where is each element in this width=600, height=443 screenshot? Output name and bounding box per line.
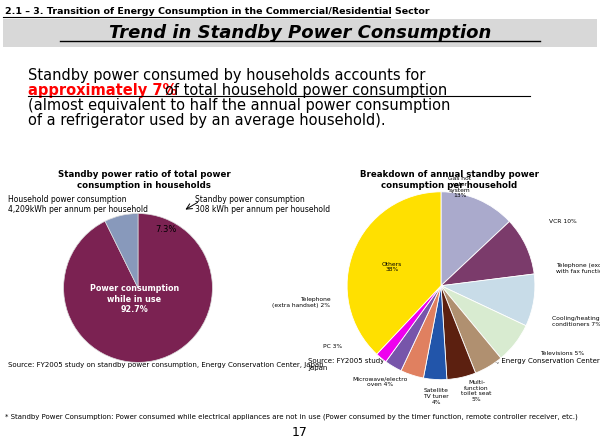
Bar (3, 51, 597, 163)
Text: of a refrigerator used by an average household).: of a refrigerator used by an average hou… (28, 113, 386, 128)
Wedge shape (64, 214, 212, 362)
Text: VCR 10%: VCR 10% (549, 219, 577, 224)
Bar (3, 168, 597, 408)
Text: Household power consumption
4,209kWh per annum per household: Household power consumption 4,209kWh per… (8, 195, 148, 214)
Wedge shape (347, 192, 441, 354)
Text: Microwave/electro
oven 4%: Microwave/electro oven 4% (352, 376, 407, 387)
Text: Standby power consumed by households accounts for: Standby power consumed by households acc… (28, 67, 425, 82)
Text: (almost equivalent to half the annual power consumption: (almost equivalent to half the annual po… (28, 97, 451, 113)
Text: Telephone (excl. units
with fax function) 9%: Telephone (excl. units with fax function… (556, 264, 600, 274)
Text: Others
38%: Others 38% (382, 261, 402, 272)
Wedge shape (105, 214, 138, 288)
Text: of total household power consumption: of total household power consumption (165, 82, 447, 97)
Wedge shape (441, 192, 509, 286)
Text: Power consumption
while in use
92.7%: Power consumption while in use 92.7% (89, 284, 179, 314)
Wedge shape (441, 286, 526, 358)
Text: Gas hot
water
system
13%: Gas hot water system 13% (448, 176, 472, 198)
Text: 17: 17 (292, 427, 308, 439)
Text: Standby power consumption
308 kWh per annum per household: Standby power consumption 308 kWh per an… (195, 195, 330, 214)
Wedge shape (401, 286, 441, 378)
Text: Satellite
TV tuner
4%: Satellite TV tuner 4% (424, 388, 449, 405)
Text: Televisions 5%: Televisions 5% (539, 351, 584, 356)
Bar (305, 169, 593, 191)
Wedge shape (377, 286, 441, 362)
Text: Source: FY2005 study on standby power consumption, Energy Conservation Center, J: Source: FY2005 study on standby power co… (8, 362, 323, 368)
Text: * Standby Power Consumption: Power consumed while electrical appliances are not : * Standby Power Consumption: Power consu… (5, 414, 578, 420)
Wedge shape (386, 286, 441, 371)
Text: Source: FY2005 study on standby power consumption, Energy Conservation Center,
J: Source: FY2005 study on standby power co… (308, 358, 600, 371)
Wedge shape (424, 286, 447, 380)
Text: approximately 7%: approximately 7% (28, 82, 177, 97)
Text: Standby power ratio of total power
consumption in households: Standby power ratio of total power consu… (58, 170, 230, 190)
Text: Trend in Standby Power Consumption: Trend in Standby Power Consumption (109, 24, 491, 42)
Text: Telephone
(extra handset) 2%: Telephone (extra handset) 2% (272, 297, 330, 308)
Wedge shape (441, 286, 476, 380)
Text: Cooling/heating air
conditioners 7%: Cooling/heating air conditioners 7% (552, 316, 600, 327)
Wedge shape (441, 286, 501, 373)
Bar (3, 19, 597, 47)
Wedge shape (441, 222, 534, 286)
Circle shape (10, 90, 23, 104)
Text: Multi-
function
toilet seat
5%: Multi- function toilet seat 5% (461, 380, 492, 402)
Text: 2.1 – 3. Transition of Energy Consumption in the Commercial/Residential Sector: 2.1 – 3. Transition of Energy Consumptio… (5, 7, 430, 16)
Bar (8, 169, 280, 191)
Text: Breakdown of annual standby power
consumption per household: Breakdown of annual standby power consum… (359, 170, 539, 190)
Wedge shape (441, 274, 535, 326)
Text: PC 3%: PC 3% (323, 344, 343, 349)
Text: 7.3%: 7.3% (155, 225, 177, 234)
